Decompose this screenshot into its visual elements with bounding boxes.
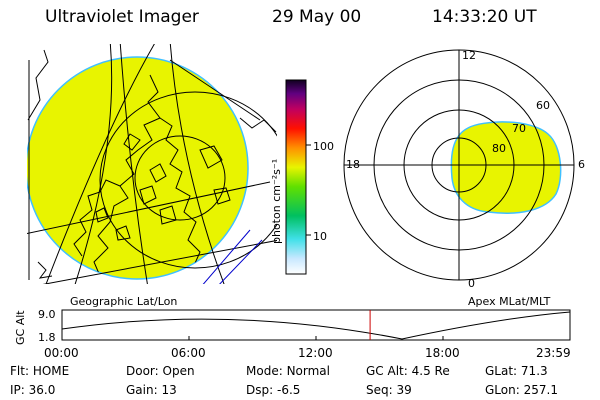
timeline-x-tick-label: 06:00	[171, 346, 206, 360]
info-dsp: Dsp: -6.5	[246, 384, 300, 396]
info-gc-alt: GC Alt: 4.5 Re	[366, 365, 450, 377]
info-glat: GLat: 71.3	[485, 365, 548, 377]
info-label: GLon:	[485, 383, 520, 397]
info-flight: Flt: HOME	[10, 365, 69, 377]
info-value: 13	[161, 383, 177, 397]
outer-coastlines	[27, 49, 277, 279]
info-value: Open	[162, 364, 195, 378]
mlt-label-dawn: 6	[578, 158, 585, 171]
instrument-title: Ultraviolet Imager	[45, 7, 199, 27]
timeline-x-tick-label: 00:00	[44, 346, 79, 360]
polar-grid	[343, 49, 575, 281]
altitude-curve	[61, 311, 571, 340]
info-value: -6.5	[276, 383, 301, 397]
graticule	[27, 44, 277, 284]
timeline-axis-title: GC Alt	[14, 310, 27, 345]
coastlines	[73, 74, 231, 277]
geographic-caption: Geographic Lat/Lon	[70, 295, 177, 308]
mlt-label-midnight: 0	[468, 277, 475, 290]
mlt-label-dusk: 18	[346, 158, 360, 171]
info-label: Gain:	[126, 383, 158, 397]
info-value: 39	[396, 383, 412, 397]
colorbar-tick-label-100: 100	[313, 140, 334, 153]
info-mode: Mode: Normal	[246, 365, 330, 377]
info-label: IP:	[10, 383, 25, 397]
info-value: 36.0	[28, 383, 56, 397]
info-label: Mode:	[246, 364, 283, 378]
apex-caption: Apex MLat/MLT	[468, 295, 551, 308]
timeline-x-tick-label: 18:00	[425, 346, 460, 360]
mlat-label-70: 70	[512, 122, 526, 135]
info-label: GC Alt:	[366, 364, 408, 378]
info-value: 257.1	[523, 383, 558, 397]
colorbar-tick-label-10: 10	[313, 230, 327, 243]
info-value: 71.3	[520, 364, 548, 378]
info-label: Door:	[126, 364, 159, 378]
info-label: Dsp:	[246, 383, 274, 397]
info-value: 4.5 Re	[411, 364, 450, 378]
colorbar: 100 10 photon cm⁻²s⁻¹	[270, 79, 334, 275]
altitude-timeline: GC Alt 9.0 1.8 00:00 06:00 12:00 18:00 23:59	[14, 308, 571, 360]
geographic-map	[27, 44, 277, 284]
info-glon: GLon: 257.1	[485, 384, 558, 396]
info-label: Flt:	[10, 364, 29, 378]
info-label: Seq:	[366, 383, 393, 397]
colorbar-scale	[285, 79, 307, 275]
info-seq: Seq: 39	[366, 384, 412, 396]
timeline-frame	[61, 309, 571, 341]
timeline-y-tick-max: 9.0	[38, 308, 56, 321]
time-label: 14:33:20 UT	[432, 7, 537, 27]
mlat-label-60: 60	[536, 99, 550, 112]
mlat-label-80: 80	[492, 142, 506, 155]
satellite-track	[202, 229, 263, 284]
info-gain: Gain: 13	[126, 384, 177, 396]
info-ip: IP: 36.0	[10, 384, 55, 396]
timeline-y-tick-min: 1.8	[38, 331, 56, 344]
timeline-x-tick-label: 23:59	[536, 346, 571, 360]
info-label: GLat:	[485, 364, 518, 378]
colorbar-unit-label: photon cm⁻²s⁻¹	[270, 159, 283, 244]
polar-plot: 12 18 6 0 60 70 80	[343, 49, 585, 290]
mlt-label-noon: 12	[462, 49, 476, 62]
timeline-x-tick-label: 12:00	[298, 346, 333, 360]
info-value: Normal	[286, 364, 330, 378]
auroral-oval	[450, 121, 562, 214]
date-label: 29 May 00	[272, 7, 362, 27]
info-value: HOME	[32, 364, 70, 378]
info-door: Door: Open	[126, 365, 195, 377]
